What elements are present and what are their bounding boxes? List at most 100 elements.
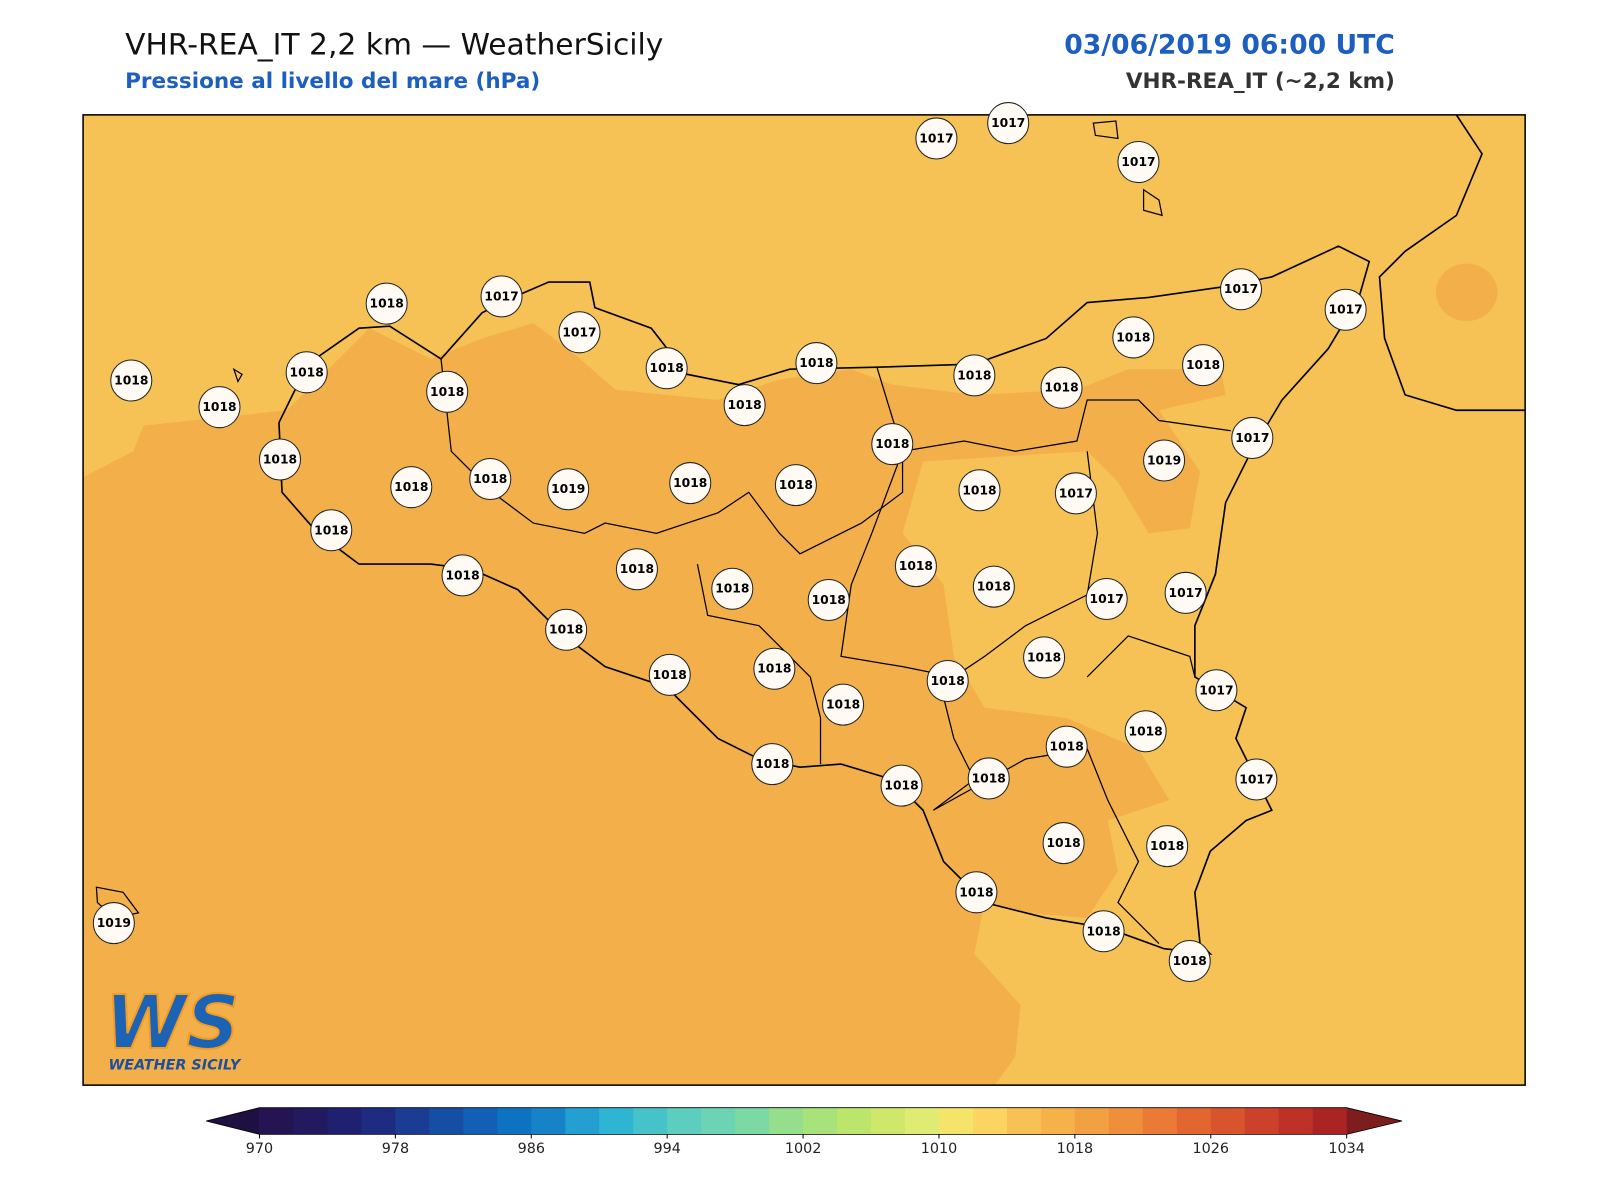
colorbar-tick-label: 1026 xyxy=(1193,1141,1230,1157)
colorbar-swatch xyxy=(1006,1107,1042,1135)
colorbar-tick-label: 1010 xyxy=(921,1141,958,1157)
colorbar-swatch xyxy=(327,1107,362,1135)
colorbar-tick-label: 986 xyxy=(518,1141,545,1157)
colorbar-swatch xyxy=(1312,1107,1348,1135)
colorbar-swatch xyxy=(905,1107,940,1135)
station-value: 1018 xyxy=(899,559,933,573)
colorbar-swatch xyxy=(395,1107,430,1135)
station-value: 1018 xyxy=(884,779,918,793)
station-value: 1018 xyxy=(620,562,654,576)
field-dark xyxy=(84,323,1226,1086)
colorbar-tick-label: 994 xyxy=(653,1141,680,1157)
station-value: 1018 xyxy=(757,662,791,676)
timestamp: 03/06/2019 06:00 UTC xyxy=(1064,29,1395,60)
station-marker xyxy=(751,743,794,786)
station-marker xyxy=(92,902,135,945)
station: 1019 xyxy=(92,902,135,945)
colorbar-swatch xyxy=(531,1107,566,1135)
station-marker xyxy=(1042,822,1085,865)
station-marker xyxy=(469,457,512,500)
station: 1017 xyxy=(558,311,601,354)
colorbar-swatch xyxy=(429,1107,464,1135)
colorbar-swatch xyxy=(633,1107,668,1135)
station: 1018 xyxy=(310,509,353,552)
subtitle: Pressione al livello del mare (hPa) xyxy=(125,69,540,94)
station-value: 1018 xyxy=(114,374,148,388)
station: 1018 xyxy=(795,342,838,385)
station-marker xyxy=(1231,416,1274,459)
station: 1019 xyxy=(1143,439,1186,482)
station-marker xyxy=(198,386,241,429)
station-value: 1018 xyxy=(1129,724,1163,738)
station-value: 1017 xyxy=(991,116,1025,130)
title: VHR-REA_IT 2,2 km — WeatherSicily xyxy=(125,27,663,62)
station: 1017 xyxy=(987,102,1030,145)
island xyxy=(95,120,1163,919)
station-value: 1017 xyxy=(1169,586,1203,600)
station-value: 1017 xyxy=(1090,592,1124,606)
stations: 1017 1017 1017 1018 1017 1017 1018 1018 1018 1018… xyxy=(92,102,1367,983)
station-value: 1019 xyxy=(1147,454,1181,468)
station-marker xyxy=(1143,439,1186,482)
station-value: 1018 xyxy=(430,385,464,399)
station: 1017 xyxy=(1054,472,1097,515)
station-value: 1018 xyxy=(1027,650,1061,664)
station-value: 1018 xyxy=(445,568,479,582)
station-marker xyxy=(1146,825,1189,868)
station-value: 1018 xyxy=(799,356,833,370)
station-marker xyxy=(1219,268,1263,311)
station-marker xyxy=(1023,636,1066,679)
station: 1018 xyxy=(1082,910,1125,953)
map-area: 1017 1017 1017 1018 1017 1017 1018 1018 1018 1018… xyxy=(82,102,1526,1086)
station: 1018 xyxy=(645,347,688,390)
station: 1017 xyxy=(1164,571,1207,614)
station: 1018 xyxy=(1124,710,1167,753)
station: 1018 xyxy=(110,359,153,402)
station-marker xyxy=(894,545,937,588)
colorbar-swatch xyxy=(1040,1107,1076,1135)
colorbar-tick-label: 978 xyxy=(382,1141,409,1157)
station: 1018 xyxy=(1042,822,1085,865)
station: 1018 xyxy=(955,871,998,914)
station-value: 1018 xyxy=(812,593,846,607)
station-value: 1018 xyxy=(653,668,687,682)
station-value: 1017 xyxy=(1239,772,1273,786)
map-frame xyxy=(82,114,1526,1086)
station-marker xyxy=(558,311,601,354)
colorbar-tick-label: 1034 xyxy=(1328,1141,1365,1157)
station-marker xyxy=(711,567,754,610)
station-value: 1018 xyxy=(931,674,965,688)
station-marker xyxy=(547,468,590,511)
field-dark xyxy=(1435,263,1498,322)
station: 1018 xyxy=(615,548,658,591)
station: 1017 xyxy=(915,117,958,160)
border xyxy=(840,367,1099,678)
station-marker xyxy=(365,282,408,325)
station-value: 1018 xyxy=(959,885,993,899)
logo-mark: WS xyxy=(105,980,240,1066)
station-marker xyxy=(953,354,996,397)
coastline xyxy=(1378,114,1526,412)
station: 1018 xyxy=(1182,344,1225,387)
station: 1018 xyxy=(441,554,484,597)
station-marker xyxy=(967,757,1010,800)
station-value: 1018 xyxy=(727,398,761,412)
station-marker xyxy=(480,275,523,318)
station-value: 1017 xyxy=(1059,486,1093,500)
station-marker xyxy=(1117,141,1160,184)
station-value: 1018 xyxy=(673,476,707,490)
station: 1018 xyxy=(972,565,1015,608)
station-value: 1018 xyxy=(1050,740,1084,754)
station-marker xyxy=(441,554,484,597)
station: 1017 xyxy=(480,275,523,318)
station-marker xyxy=(1085,577,1128,620)
station-marker xyxy=(390,466,433,509)
colorbar-under xyxy=(206,1107,260,1135)
station-marker xyxy=(987,102,1030,145)
station: 1018 xyxy=(426,370,469,413)
colorbar-swatch xyxy=(769,1107,804,1135)
station-value: 1019 xyxy=(97,916,131,930)
station-marker xyxy=(807,578,850,622)
station: 1018 xyxy=(711,567,754,610)
